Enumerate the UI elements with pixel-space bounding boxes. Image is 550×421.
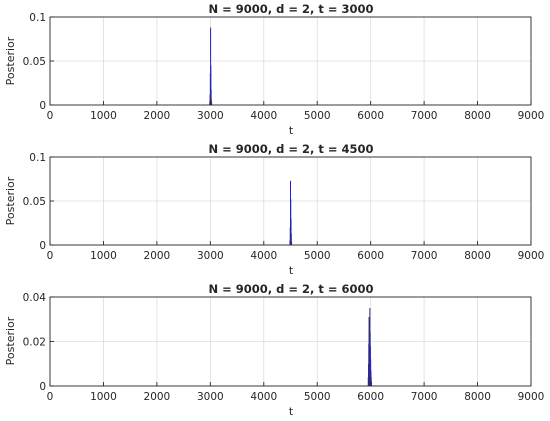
- subplot-3-xtick-9: 9000: [518, 391, 545, 403]
- subplot-1-xlabel: t: [289, 124, 294, 137]
- subplot-3-ytick-1: 0.02: [23, 337, 46, 349]
- subplot-3-bar-12: [370, 381, 372, 386]
- subplot-3-xtick-5: 5000: [304, 391, 331, 403]
- subplot-3-xtick-3: 3000: [197, 391, 224, 403]
- subplot-2-bar-4: [290, 218, 292, 245]
- subplot-2-xtick-6: 6000: [357, 250, 384, 262]
- subplot-1-xtick-5: 5000: [304, 110, 331, 122]
- subplot-2-xlabel: t: [289, 264, 294, 277]
- subplot-2-ytick-0: 0: [39, 240, 46, 252]
- subplot-1-ytick-2: 0.1: [29, 12, 46, 24]
- subplot-2-xtick-1: 1000: [90, 250, 117, 262]
- subplot-1-xtick-8: 8000: [464, 110, 491, 122]
- subplot-3-ytick-2: 0.04: [23, 292, 47, 304]
- subplot-3-xtick-6: 6000: [357, 391, 384, 403]
- subplot-1-xtick-4: 4000: [250, 110, 277, 122]
- subplot-3-xtick-8: 8000: [464, 391, 491, 403]
- subplot-3-xtick-0: 0: [47, 391, 54, 403]
- subplot-2-ylabel: Posterior: [4, 176, 17, 225]
- subplot-2-xtick-4: 4000: [250, 250, 277, 262]
- subplot-3-xlabel: t: [289, 405, 294, 418]
- subplot-1-ytick-1: 0.05: [23, 56, 46, 68]
- subplot-1-xtick-7: 7000: [411, 110, 438, 122]
- subplot-1-xtick-9: 9000: [518, 110, 545, 122]
- subplot-1-bar-7: [211, 103, 213, 105]
- subplot-2: N = 9000, d = 2, t = 4500 Posterior t 0 1…: [4, 142, 544, 277]
- subplot-1-ylabel: Posterior: [4, 36, 17, 85]
- subplot-2-xtick-0: 0: [47, 250, 54, 262]
- subplot-2-xtick-7: 7000: [411, 250, 438, 262]
- subplot-2-ytick-1: 0.05: [23, 196, 46, 208]
- subplot-2-xtick-8: 8000: [464, 250, 491, 262]
- subplot-3-xtick-7: 7000: [411, 391, 438, 403]
- subplot-2-xtick-9: 9000: [518, 250, 545, 262]
- subplot-3-xtick-1: 1000: [90, 391, 117, 403]
- subplot-1-xtick-3: 3000: [197, 110, 224, 122]
- subplot-2-xtick-5: 5000: [304, 250, 331, 262]
- subplot-3-xtick-2: 2000: [144, 391, 171, 403]
- subplot-3-xtick-4: 4000: [250, 391, 277, 403]
- subplot-1-bar-5: [210, 89, 212, 105]
- subplot-2-ytick-2: 0.1: [29, 152, 46, 164]
- subplot-3-title: N = 9000, d = 2, t = 6000: [208, 282, 373, 296]
- subplot-1-bar-6: [210, 99, 212, 105]
- subplot-1-xtick-2: 2000: [144, 110, 171, 122]
- subplot-1-xtick-0: 0: [47, 110, 54, 122]
- subplot-1-bar-4: [210, 65, 212, 105]
- subplot-1: N = 9000, d = 2, t = 3000 Posterior t 0 1…: [4, 2, 544, 137]
- subplot-2-bar-6: [291, 241, 293, 245]
- subplot-1-ytick-0: 0: [39, 100, 46, 112]
- subplot-3-ylabel: Posterior: [4, 316, 17, 365]
- subplot-2-bar-5: [290, 233, 292, 245]
- subplot-1-title: N = 9000, d = 2, t = 3000: [208, 2, 373, 16]
- subplot-2-xtick-3: 3000: [197, 250, 224, 262]
- subplot-2-xtick-2: 2000: [144, 250, 171, 262]
- subplot-2-title: N = 9000, d = 2, t = 4500: [208, 142, 373, 156]
- subplot-1-xtick-1: 1000: [90, 110, 117, 122]
- subplot-3: N = 9000, d = 2, t = 6000 Posterior t 0 1…: [4, 282, 544, 418]
- subplot-3-ytick-0: 0: [39, 381, 46, 393]
- subplot-1-xtick-6: 6000: [357, 110, 384, 122]
